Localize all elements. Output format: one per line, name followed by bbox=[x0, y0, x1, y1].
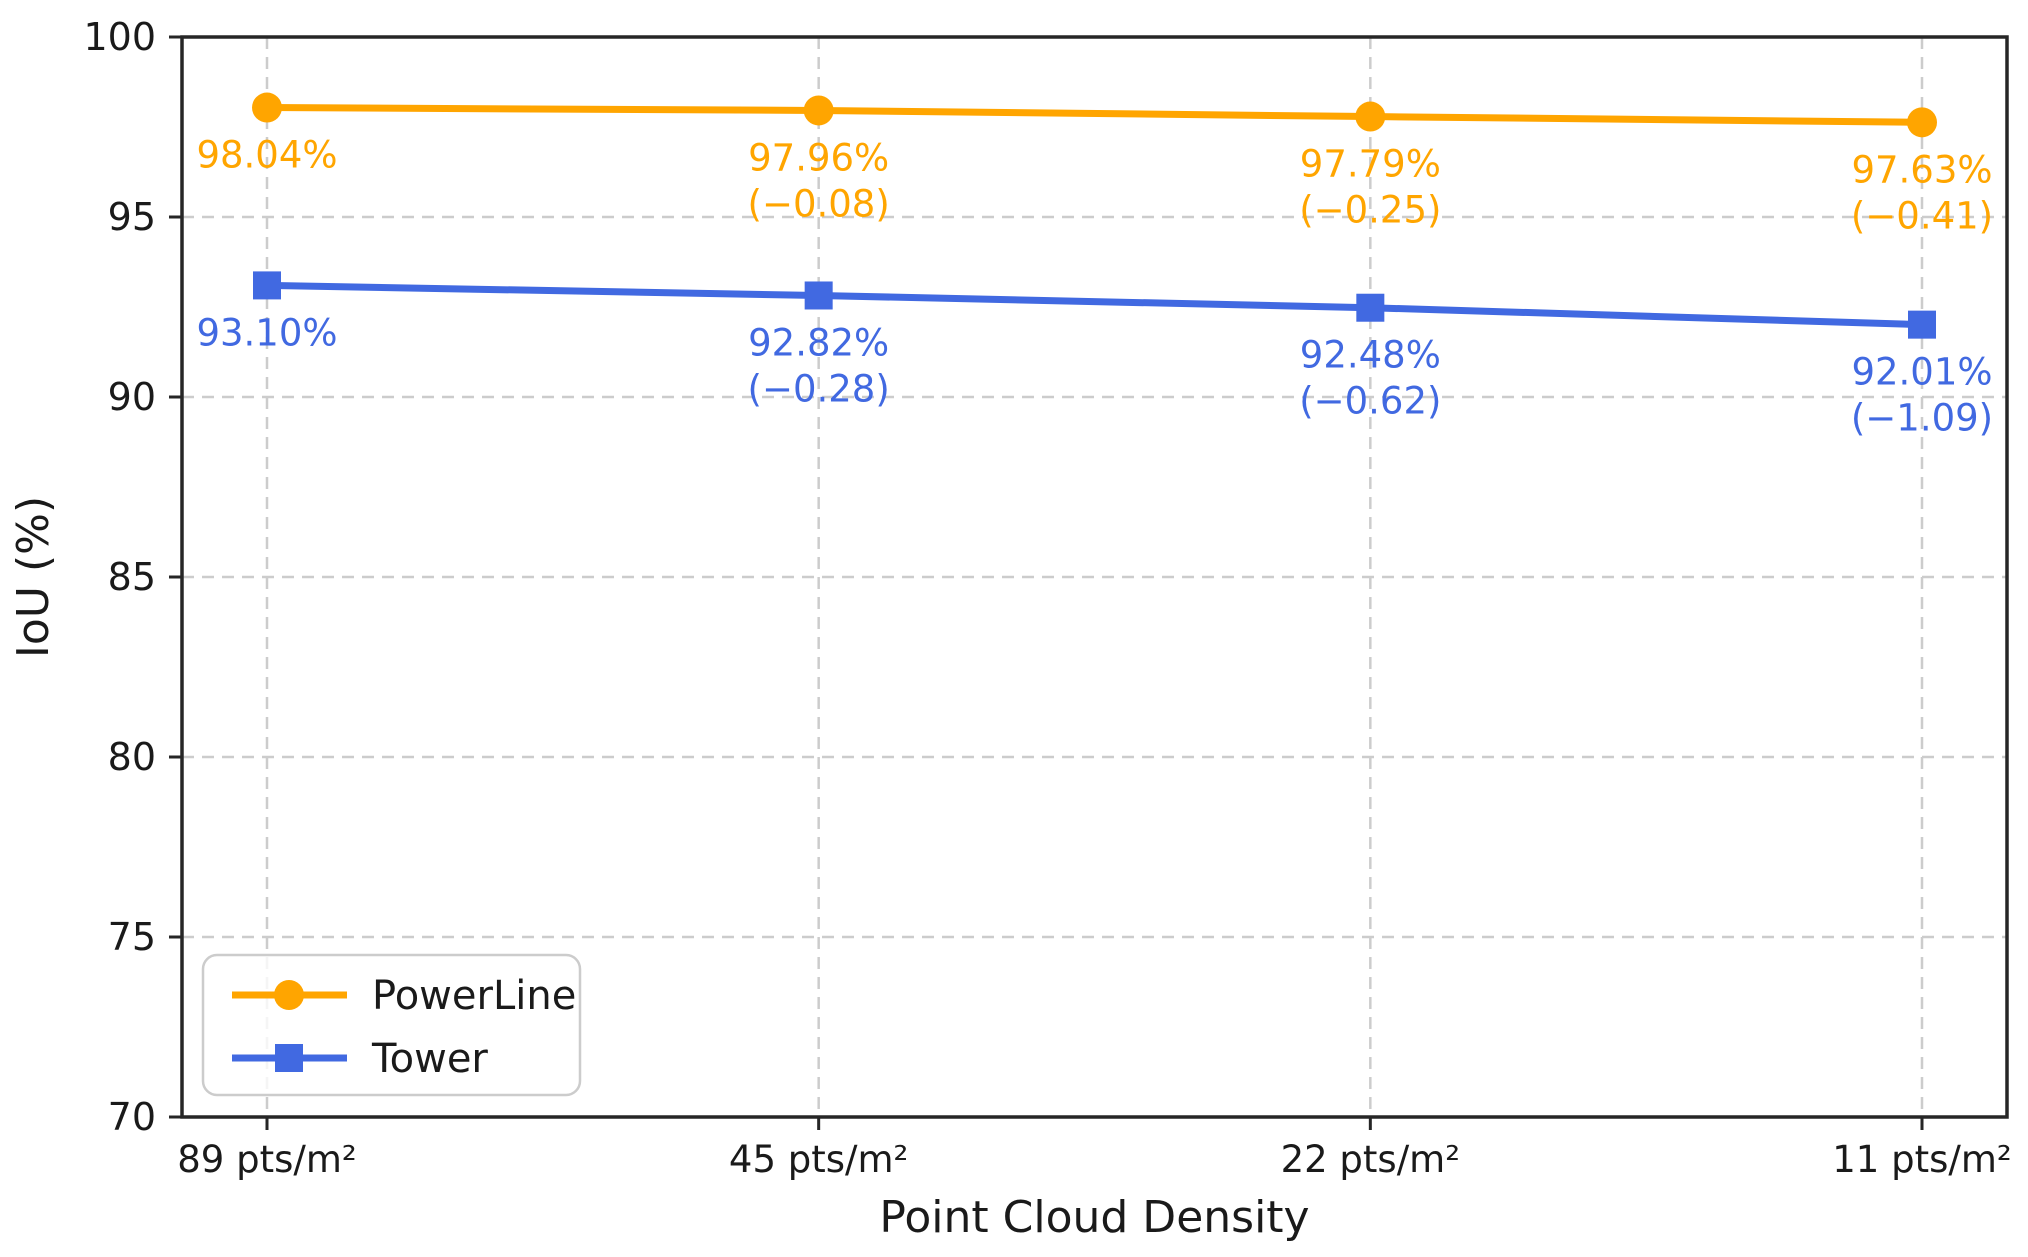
data-point-marker bbox=[1355, 101, 1386, 132]
y-tick-label: 90 bbox=[108, 375, 156, 419]
data-point-marker bbox=[253, 271, 281, 300]
y-tick-label: 70 bbox=[108, 1095, 156, 1139]
x-tick-label: 89 pts/m² bbox=[177, 1138, 356, 1181]
data-point-label: 93.10% bbox=[196, 311, 337, 354]
legend-marker-square bbox=[275, 1044, 303, 1072]
data-point-marker bbox=[1908, 310, 1936, 339]
x-tick-label: 45 pts/m² bbox=[729, 1138, 908, 1181]
data-point-label: 92.82% (−0.28) bbox=[748, 321, 890, 410]
x-tick-label: 22 pts/m² bbox=[1281, 1138, 1460, 1181]
series-line-powerline bbox=[263, 104, 1926, 126]
data-point-marker bbox=[804, 281, 833, 310]
y-tick-label: 100 bbox=[83, 15, 156, 59]
data-point-marker bbox=[1356, 293, 1385, 322]
x-tick-label: 11 pts/m² bbox=[1832, 1138, 2011, 1181]
data-point-marker bbox=[803, 95, 834, 126]
legend: PowerLine Tower bbox=[201, 953, 582, 1097]
y-tick-label: 95 bbox=[108, 195, 156, 239]
y-axis-title: IoU (%) bbox=[8, 496, 59, 658]
legend-marker-circle bbox=[274, 980, 304, 1010]
data-point-label: 92.01% (−1.09) bbox=[1851, 351, 1993, 440]
legend-label: Tower bbox=[371, 1036, 488, 1082]
data-point-label: 97.96% (−0.08) bbox=[748, 136, 890, 225]
data-point-marker bbox=[1907, 107, 1937, 138]
data-point-marker bbox=[252, 92, 282, 123]
data-point-label: 98.04% bbox=[196, 134, 337, 177]
x-axis-title: Point Cloud Density bbox=[879, 1192, 1309, 1243]
y-tick-label: 80 bbox=[108, 735, 156, 779]
y-tick-label: 75 bbox=[108, 915, 156, 959]
legend-label: PowerLine bbox=[372, 973, 576, 1019]
data-point-label: 97.63% (−0.41) bbox=[1851, 148, 1993, 237]
y-tick-label: 85 bbox=[108, 555, 156, 599]
data-point-label: 97.79% (−0.25) bbox=[1299, 143, 1441, 232]
series-line-tower bbox=[263, 281, 1926, 329]
data-point-label: 92.48% (−0.62) bbox=[1299, 334, 1441, 423]
